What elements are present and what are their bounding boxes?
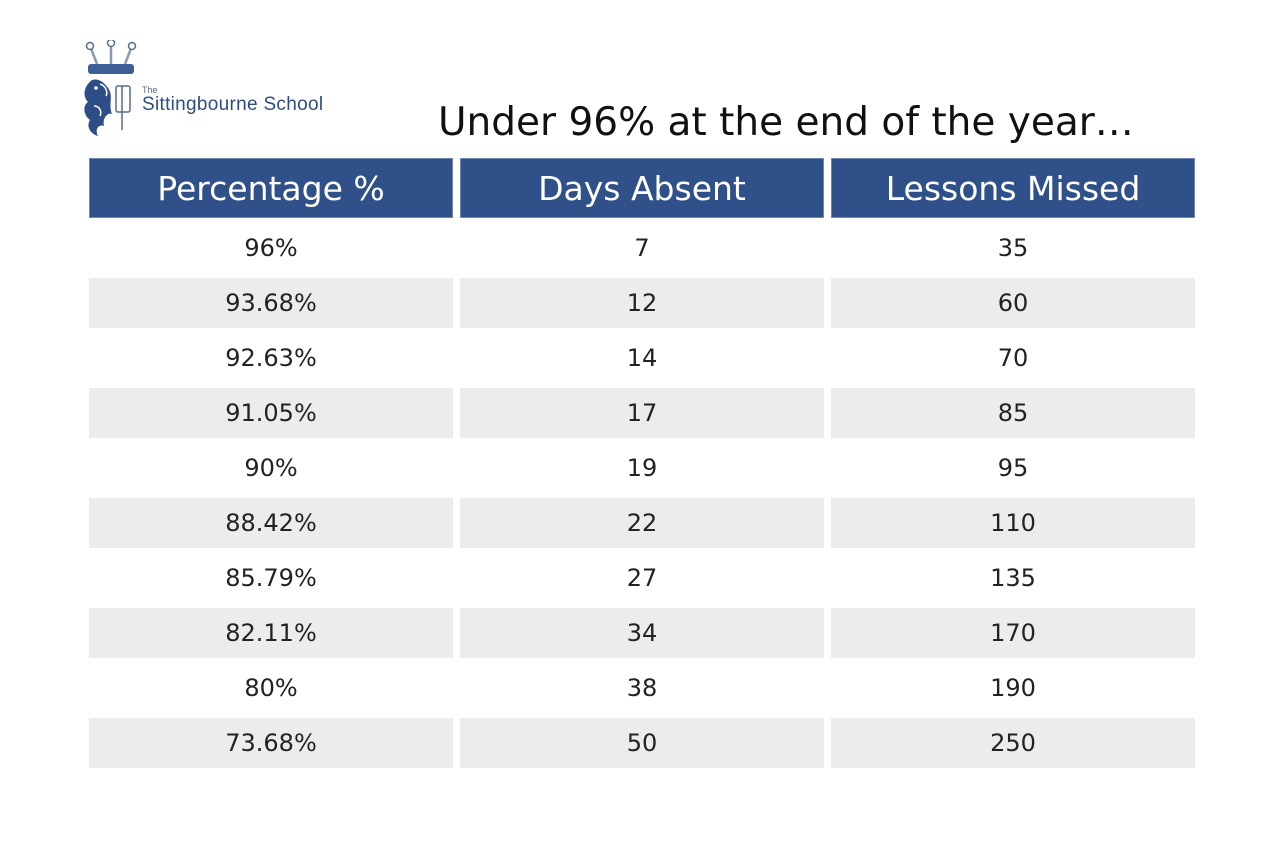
cell-days-absent: 17 — [460, 388, 824, 438]
cell-lessons-missed: 110 — [831, 498, 1195, 548]
cell-percentage: 88.42% — [89, 498, 453, 548]
cell-days-absent: 50 — [460, 718, 824, 768]
table-row: 90% 19 95 — [89, 443, 1195, 493]
cell-days-absent: 34 — [460, 608, 824, 658]
header-days-absent: Days Absent — [460, 158, 824, 218]
cell-percentage: 85.79% — [225, 564, 317, 592]
table-header-row: Percentage % Days Absent Lessons Missed — [89, 158, 1195, 218]
header-percentage: Percentage % — [89, 158, 453, 218]
cell-lessons-missed: 85 — [831, 388, 1195, 438]
cell-percentage: 90% — [244, 454, 298, 482]
table-row: 88.42% 22 110 — [89, 498, 1195, 548]
cell-days-absent: 38 — [626, 674, 658, 702]
attendance-table: Percentage % Days Absent Lessons Missed … — [82, 153, 1202, 773]
logo-school-name: Sittingbourne School — [142, 94, 324, 115]
table-row: 80% 38 190 — [89, 663, 1195, 713]
cell-days-absent: 7 — [634, 234, 650, 262]
cell-lessons-missed: 70 — [997, 344, 1029, 372]
table-row: 73.68% 50 250 — [89, 718, 1195, 768]
header-lessons-missed: Lessons Missed — [831, 158, 1195, 218]
slide-title: Under 96% at the end of the year… — [438, 100, 1134, 146]
table-row: 91.05% 17 85 — [89, 388, 1195, 438]
cell-percentage: 82.11% — [89, 608, 453, 658]
table-row: 92.63% 14 70 — [89, 333, 1195, 383]
table-row: 82.11% 34 170 — [89, 608, 1195, 658]
cell-percentage: 92.63% — [225, 344, 317, 372]
cell-lessons-missed: 135 — [990, 564, 1036, 592]
cell-days-absent: 12 — [460, 278, 824, 328]
cell-percentage: 93.68% — [89, 278, 453, 328]
table-row: 85.79% 27 135 — [89, 553, 1195, 603]
table-row: 96% 7 35 — [89, 223, 1195, 273]
cell-days-absent: 22 — [460, 498, 824, 548]
cell-lessons-missed: 190 — [990, 674, 1036, 702]
cell-percentage: 91.05% — [89, 388, 453, 438]
cell-lessons-missed: 95 — [997, 454, 1029, 482]
school-logo: The Sittingbourne School — [78, 40, 378, 140]
cell-days-absent: 27 — [626, 564, 658, 592]
cell-lessons-missed: 60 — [831, 278, 1195, 328]
cell-percentage: 80% — [244, 674, 298, 702]
cell-days-absent: 14 — [626, 344, 658, 372]
cell-lessons-missed: 170 — [831, 608, 1195, 658]
cell-percentage: 96% — [244, 234, 298, 262]
logo-the-text: The — [142, 85, 158, 95]
cell-lessons-missed: 35 — [997, 234, 1029, 262]
crown-dragon-crest-icon — [84, 40, 137, 136]
cell-lessons-missed: 250 — [831, 718, 1195, 768]
cell-percentage: 73.68% — [89, 718, 453, 768]
cell-days-absent: 19 — [626, 454, 658, 482]
table-row: 93.68% 12 60 — [89, 278, 1195, 328]
